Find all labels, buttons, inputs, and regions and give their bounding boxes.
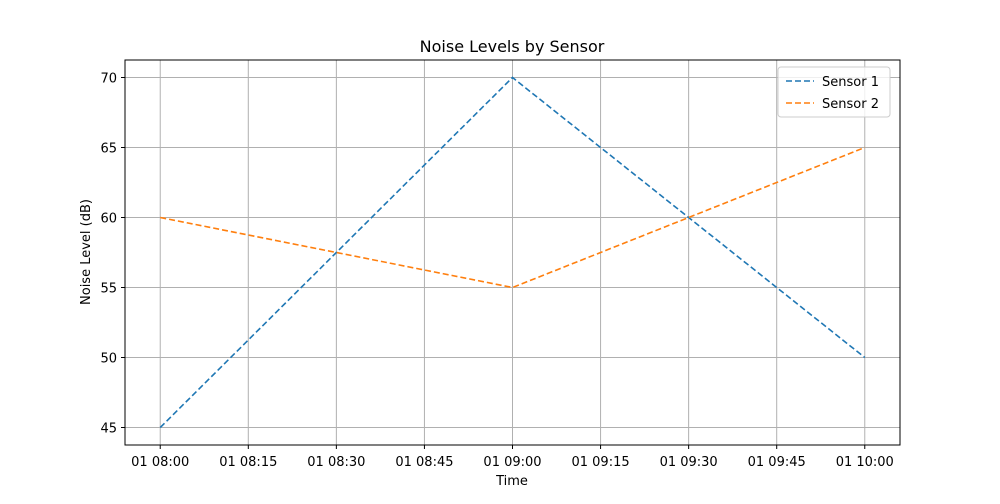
y-tick-label: 70 [100, 72, 117, 87]
y-tick-label: 55 [100, 282, 117, 297]
x-tick-label: 01 08:00 [131, 455, 189, 470]
x-tick-label: 01 08:45 [395, 455, 453, 470]
x-tick-label: 01 08:30 [307, 455, 365, 470]
x-axis-ticks: 01 08:00 01 08:15 01 08:30 01 08:45 01 09:00… [131, 445, 894, 470]
y-axis-label: Noise Level (dB) [79, 199, 94, 305]
x-tick-label: 01 09:45 [748, 455, 806, 470]
legend: Sensor 1 Sensor 2 [778, 67, 890, 117]
legend-label-2: Sensor 2 [822, 97, 879, 112]
y-tick-label: 45 [100, 422, 117, 437]
y-tick-label: 60 [100, 212, 117, 227]
x-tick-label: 01 09:00 [483, 455, 541, 470]
grid [125, 60, 900, 445]
x-tick-label: 01 08:15 [219, 455, 277, 470]
y-tick-label: 50 [100, 352, 117, 367]
x-tick-label: 01 09:30 [660, 455, 718, 470]
legend-label-1: Sensor 1 [822, 75, 879, 90]
x-tick-label: 01 10:00 [836, 455, 894, 470]
chart-title: Noise Levels by Sensor [420, 37, 605, 56]
x-tick-label: 01 09:15 [571, 455, 629, 470]
y-axis-ticks: 45 50 55 60 65 70 [100, 72, 125, 437]
y-tick-label: 65 [100, 142, 117, 157]
x-axis-label: Time [495, 474, 528, 489]
